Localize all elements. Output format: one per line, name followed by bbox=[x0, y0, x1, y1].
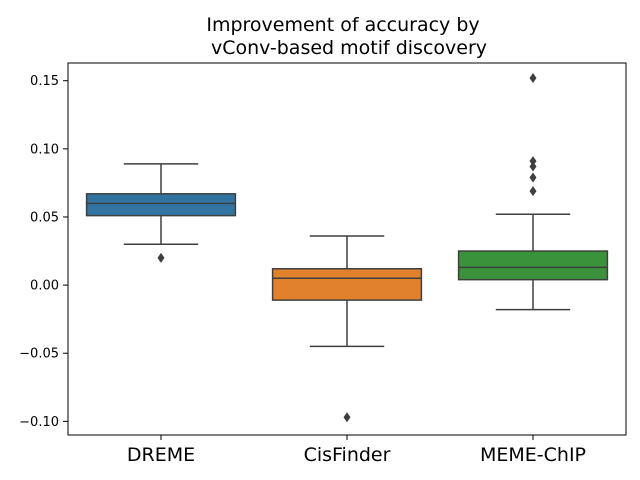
outlier-point bbox=[529, 172, 537, 183]
y-axis: 0.15 0.10 0.05 0.00 −0.05 −0.10 bbox=[19, 74, 68, 430]
x-tick-label: CisFinder bbox=[304, 444, 391, 466]
outlier-point bbox=[529, 161, 537, 172]
y-tick-label: −0.10 bbox=[19, 415, 59, 430]
box-body bbox=[85, 193, 237, 217]
outlier-point bbox=[529, 186, 537, 197]
x-axis: DREME CisFinder MEME-ChIP bbox=[127, 435, 586, 466]
box-group-meme-chip bbox=[457, 72, 609, 311]
y-tick-label: 0.10 bbox=[30, 142, 59, 157]
box-group-cisfinder bbox=[271, 235, 423, 423]
chart-title-line-1: Improvement of accuracy by bbox=[206, 14, 479, 36]
x-tick-label: DREME bbox=[127, 444, 195, 466]
outlier-point bbox=[529, 156, 537, 167]
box-body bbox=[271, 268, 423, 301]
outlier-point bbox=[157, 252, 165, 263]
box-group-dreme bbox=[85, 163, 237, 263]
y-tick-label: −0.05 bbox=[19, 347, 59, 362]
y-tick-label: 0.15 bbox=[30, 74, 59, 89]
x-tick-label: MEME-ChIP bbox=[480, 444, 586, 466]
plot-area bbox=[85, 72, 609, 423]
y-tick-label: 0.05 bbox=[30, 210, 59, 225]
outlier-point bbox=[343, 412, 351, 423]
box-body bbox=[457, 250, 609, 281]
y-tick-label: 0.00 bbox=[30, 279, 59, 294]
outlier-point bbox=[529, 72, 537, 83]
chart-title-line-2: vConv-based motif discovery bbox=[211, 37, 487, 59]
